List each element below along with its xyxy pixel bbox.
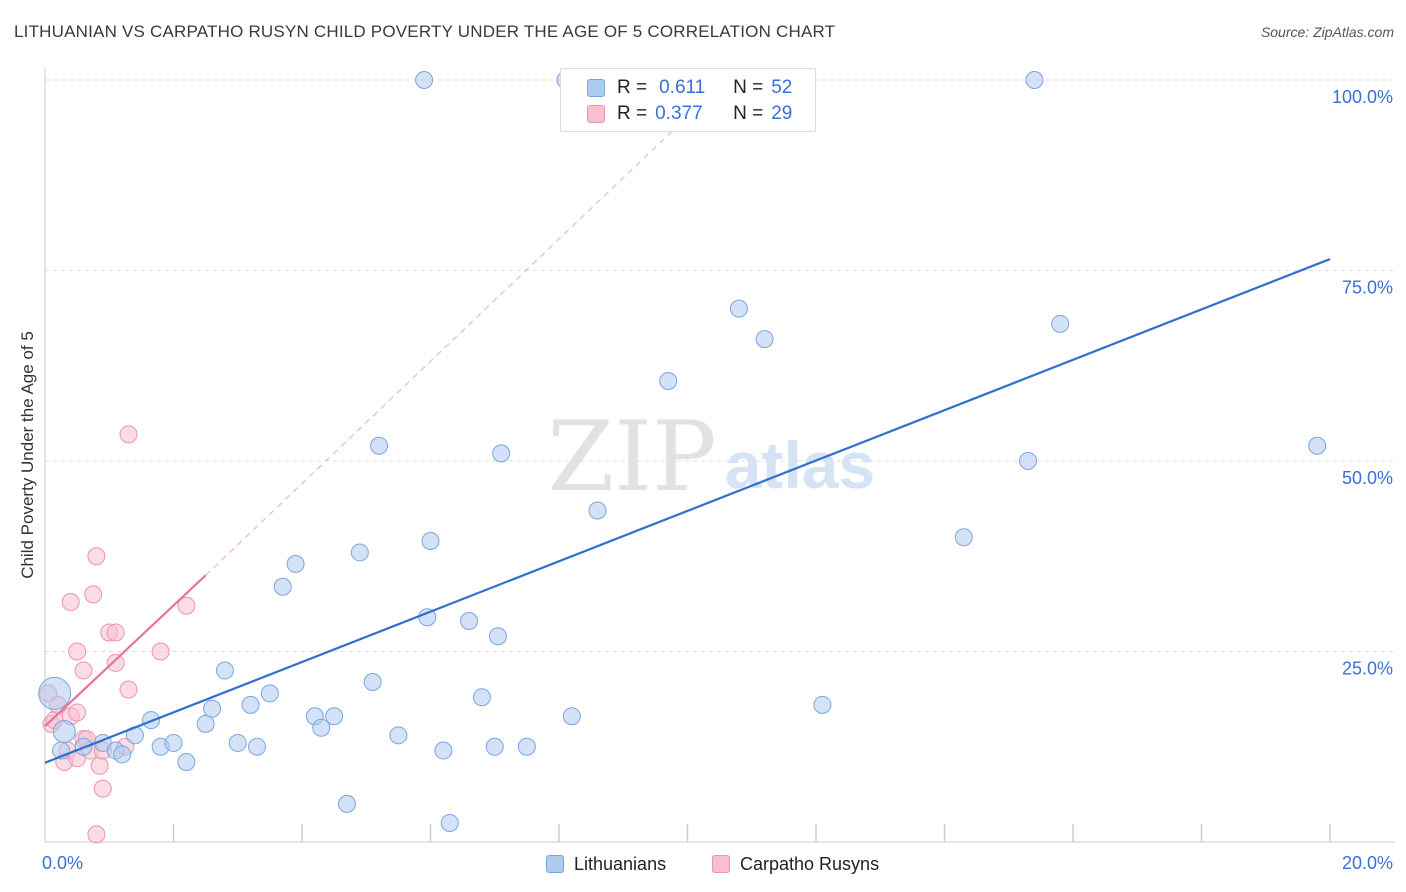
legend-row-carpatho-rusyns: R = 0.377 N = 29: [587, 102, 792, 126]
lithuanians-point: [273, 577, 292, 596]
y-tick-label: 100.0%: [1332, 87, 1393, 107]
lithuanians-point: [370, 436, 389, 455]
legend-row-lithuanians: R = 0.611 N = 52: [587, 76, 792, 100]
carpatho-rusyns-points: [39, 425, 196, 844]
lithuanians-point: [241, 695, 260, 714]
lithuanians-point: [562, 707, 581, 726]
lithuanians-point: [286, 554, 305, 573]
y-tick-label: 50.0%: [1342, 468, 1393, 488]
lithuanians-point: [755, 330, 774, 349]
lithuanians-point: [337, 794, 356, 813]
legend-r-label: R =: [617, 103, 648, 124]
lithuanians-point: [434, 741, 453, 760]
bottom-legend-label: Lithuanians: [574, 853, 667, 874]
lithuanians-point: [492, 444, 511, 463]
legend-n-value: 52: [771, 77, 793, 98]
bottom-legend-carpatho-rusyns[interactable]: Carpatho Rusyns: [712, 852, 879, 876]
legend-r-label: R =: [617, 77, 648, 98]
carpatho-rusyns-trend-extension: [205, 79, 727, 576]
axis-layer: [44, 68, 1395, 843]
bottom-legend-label: Carpatho Rusyns: [740, 853, 880, 874]
watermark-atlas: atlas: [725, 428, 875, 502]
lithuanians-point: [260, 684, 279, 703]
lithuanians-point: [350, 543, 369, 562]
lithuanians-point: [813, 695, 832, 714]
correlation-legend: R = 0.611 N = 52 R = 0.377 N = 29: [560, 68, 816, 132]
legend-swatch-pink: [587, 105, 605, 123]
lithuanians-point: [38, 676, 72, 710]
lithuanians-point: [177, 752, 196, 771]
lithuanians-point: [203, 699, 222, 718]
lithuanians-point: [472, 688, 491, 707]
carpatho-rusyns-point: [61, 592, 80, 611]
lithuanians-point: [488, 627, 507, 646]
lithuanians-point: [415, 71, 434, 89]
watermark-zip: ZIP: [547, 401, 716, 513]
carpatho-rusyns-point: [106, 623, 125, 642]
carpatho-rusyns-point: [151, 642, 170, 661]
carpatho-rusyns-point: [106, 653, 125, 672]
carpatho-rusyns-point: [119, 425, 138, 444]
lithuanians-point: [1051, 314, 1070, 333]
y-tick-label: 75.0%: [1342, 278, 1393, 298]
grid-layer: [45, 79, 1395, 652]
legend-n-value: 29: [771, 103, 793, 124]
lithuanians-point: [729, 299, 748, 318]
chart-title: LITHUANIAN VS CARPATHO RUSYN CHILD POVER…: [14, 22, 836, 41]
carpatho-rusyns-point: [119, 680, 138, 699]
x-tick-label: 0.0%: [42, 853, 83, 873]
carpatho-rusyns-point: [74, 661, 93, 680]
y-tick-label: 25.0%: [1342, 659, 1393, 679]
lithuanians-point: [164, 733, 183, 752]
lithuanians-point: [588, 501, 607, 520]
carpatho-rusyns-point: [84, 585, 103, 604]
bottom-legend-lithuanians[interactable]: Lithuanians: [546, 852, 666, 876]
lithuanians-point: [196, 714, 215, 733]
lithuanians-point: [460, 612, 479, 631]
source-label: Source: ZipAtlas.com: [1260, 24, 1394, 40]
bottom-legend-swatch-blue: [546, 855, 564, 873]
carpatho-rusyns-point: [90, 756, 109, 775]
lithuanians-point: [248, 737, 267, 756]
lithuanians-point: [440, 813, 459, 832]
lithuanians-point: [113, 745, 132, 764]
y-axis-label: Child Poverty Under the Age of 5: [18, 331, 37, 579]
lithuanians-point: [389, 726, 408, 745]
lithuanians-point: [659, 371, 678, 390]
x-tick-label: 20.0%: [1342, 853, 1393, 873]
legend-n-label: N =: [733, 103, 764, 124]
legend-swatch-blue: [587, 79, 605, 97]
lithuanians-point: [228, 733, 247, 752]
trend-lines: [44, 79, 1331, 764]
legend-r-value: 0.377: [655, 103, 703, 124]
legend-r-value: 0.611: [659, 77, 706, 98]
legend-n-label: N =: [733, 77, 764, 98]
carpatho-rusyns-trend-line: [44, 574, 207, 727]
lithuanians-point: [1019, 452, 1038, 470]
lithuanians-point: [954, 528, 973, 547]
carpatho-rusyns-point: [68, 642, 87, 661]
lithuanians-point: [52, 720, 76, 744]
carpatho-rusyns-point: [177, 596, 196, 615]
carpatho-rusyns-point: [87, 547, 106, 566]
lithuanians-point: [517, 737, 536, 756]
lithuanians-point: [312, 718, 331, 737]
lithuanians-point: [485, 737, 504, 756]
lithuanians-point: [325, 707, 344, 726]
lithuanians-point: [363, 672, 382, 691]
lithuanians-point: [1308, 436, 1327, 455]
bottom-legend-swatch-pink: [712, 855, 730, 873]
carpatho-rusyns-point: [93, 779, 112, 798]
lithuanians-point: [215, 661, 234, 680]
carpatho-rusyns-point: [87, 825, 106, 844]
lithuanians-point: [1025, 71, 1044, 89]
lithuanians-points: [38, 71, 1327, 832]
lithuanians-point: [421, 532, 440, 551]
tick-labels: 25.0% 50.0% 75.0% 100.0% 0.0% 20.0%: [42, 87, 1393, 873]
carpatho-rusyns-point: [68, 703, 87, 722]
lithuanians-trend-line: [44, 258, 1331, 764]
